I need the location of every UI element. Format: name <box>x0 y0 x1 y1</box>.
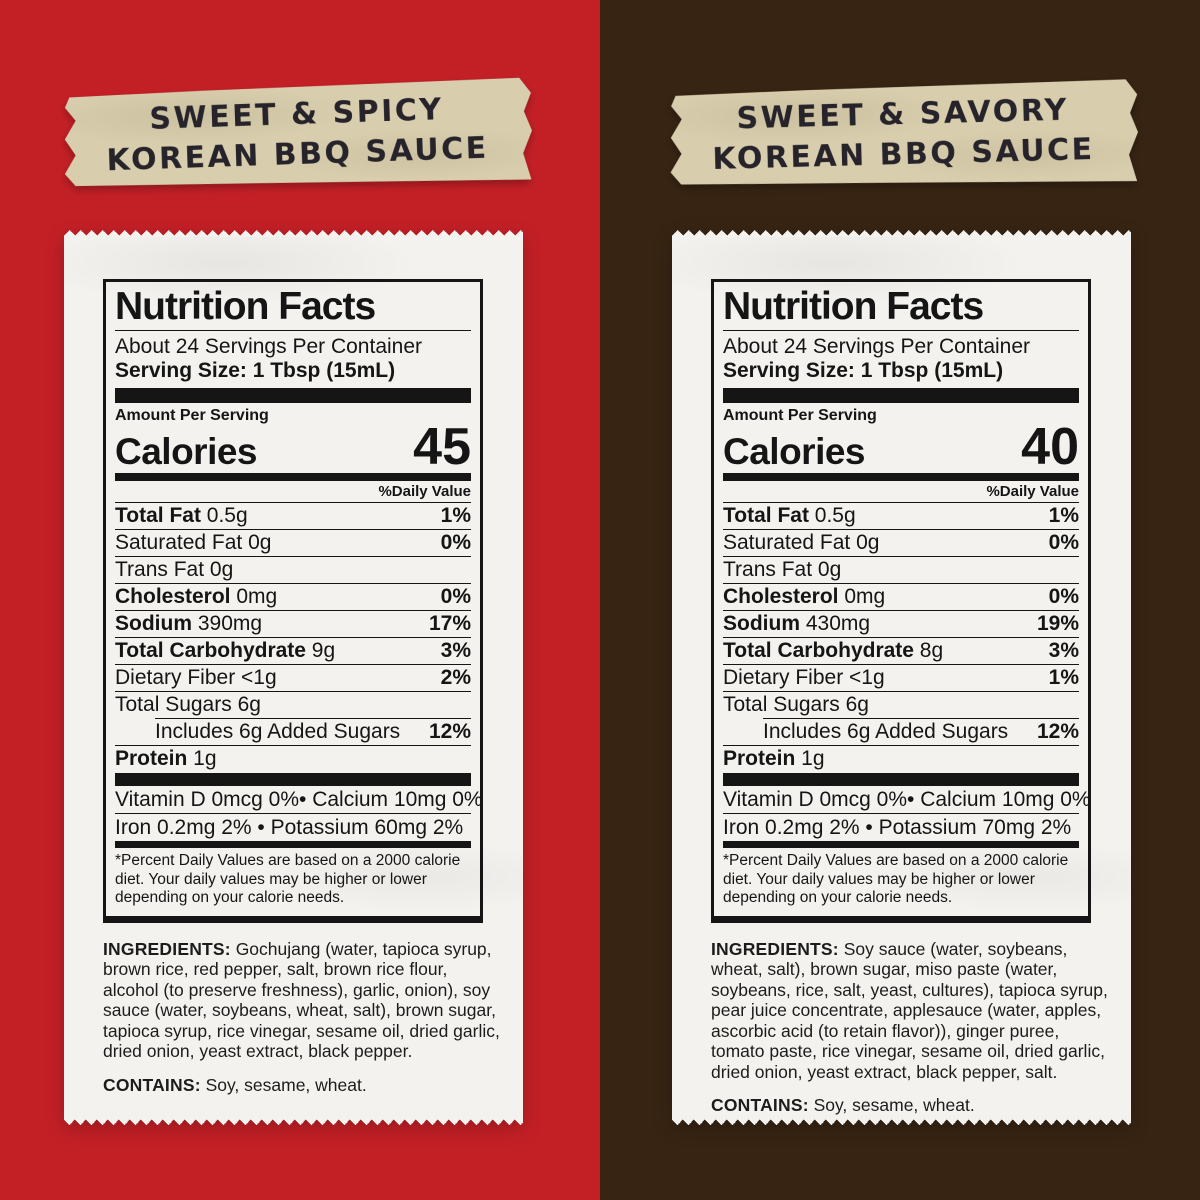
tape-label: SWEET & SAVORY KOREAN BBQ SAUCE <box>667 79 1139 191</box>
daily-value-footnote: *Percent Daily Values are based on a 200… <box>723 852 1069 907</box>
nutrient-row-saturated-fat: Saturated Fat 0g 0% <box>723 529 1079 555</box>
daily-value-header: %Daily Value <box>723 481 1079 504</box>
divider-bar <box>115 841 471 849</box>
torn-edge-bottom <box>64 1118 523 1125</box>
nutrition-label-paper: Nutrition Facts About 24 Servings Per Co… <box>64 230 523 1125</box>
servings-per-container: About 24 Servings Per Container <box>723 335 1031 359</box>
contains-paragraph: CONTAINS: Soy, sesame, wheat. <box>103 1074 367 1095</box>
vitamins-row-1: Vitamin D 0mcg 0%• Calcium 10mg 0% <box>723 787 1091 811</box>
nutrient-row-total-fat: Total Fat 0.5g 1% <box>115 504 471 528</box>
torn-edge-top <box>672 230 1131 237</box>
tape-title-line1: SWEET & SAVORY <box>735 92 1070 137</box>
daily-value-header: %Daily Value <box>115 481 471 504</box>
serving-size: Serving Size: 1 Tbsp (15mL) <box>723 359 1004 383</box>
nutrient-row-dietary-fiber: Dietary Fiber <1g 1% <box>723 664 1079 690</box>
divider-bar <box>115 773 471 787</box>
calories-label: Calories <box>723 430 866 472</box>
divider-bar <box>115 388 471 404</box>
nutrition-facts-title: Nutrition Facts <box>723 285 1079 332</box>
vitamins-row-2: Iron 0.2mg 2% • Potassium 70mg 2% <box>723 813 1079 841</box>
inset-divider <box>763 718 1079 720</box>
divider-bar <box>723 841 1079 849</box>
divider-bar <box>723 388 1079 404</box>
nutrient-row-cholesterol: Cholesterol 0mg 0% <box>115 583 471 609</box>
calories-row: Calories 45 <box>115 418 471 477</box>
calories-label: Calories <box>115 430 258 472</box>
daily-value-footnote: *Percent Daily Values are based on a 200… <box>115 852 461 907</box>
sweet-savory-tape-wrap: SWEET & SAVORY KOREAN BBQ SAUCE <box>667 79 1139 191</box>
divider-bar <box>723 473 1079 482</box>
ingredients-paragraph: INGREDIENTS: Soy sauce (water, soybeans,… <box>711 938 1108 1082</box>
nutrient-row-trans-fat: Trans Fat 0g <box>115 556 471 583</box>
divider-bar <box>115 473 471 482</box>
sweet-savory-half: SWEET & SAVORY KOREAN BBQ SAUCE Nutritio… <box>600 0 1200 1200</box>
nutrient-row-dietary-fiber: Dietary Fiber <1g 2% <box>115 664 471 690</box>
calories-row: Calories 40 <box>723 418 1079 477</box>
nutrition-facts-title: Nutrition Facts <box>115 285 471 332</box>
calories-value: 40 <box>1021 418 1079 477</box>
nutrient-row-carbohydrate: Total Carbohydrate 8g 3% <box>723 637 1079 663</box>
nutrient-row-added-sugars: Includes 6g Added Sugars 12% <box>763 720 1079 744</box>
sweet-spicy-tape-wrap: SWEET & SPICY KOREAN BBQ SAUCE <box>61 77 534 192</box>
vitamins-row-1: Vitamin D 0mcg 0%• Calcium 10mg 0% <box>115 787 483 811</box>
contains-heading: CONTAINS: <box>711 1095 809 1116</box>
nutrient-row-saturated-fat: Saturated Fat 0g 0% <box>115 529 471 555</box>
amount-per-serving: Amount Per Serving <box>723 407 877 425</box>
ingredients-heading: INGREDIENTS: <box>711 938 839 959</box>
nutrient-row-carbohydrate: Total Carbohydrate 9g 3% <box>115 637 471 663</box>
contains-paragraph: CONTAINS: Soy, sesame, wheat. <box>711 1095 975 1116</box>
nutrient-row-total-sugars: Total Sugars 6g <box>723 691 1079 718</box>
nutrition-facts-box: Nutrition Facts About 24 Servings Per Co… <box>711 279 1091 923</box>
sweet-spicy-half: SWEET & SPICY KOREAN BBQ SAUCE Nutrition… <box>0 0 600 1200</box>
nutrient-row-sodium: Sodium 430mg 19% <box>723 610 1079 636</box>
tape-label: SWEET & SPICY KOREAN BBQ SAUCE <box>61 77 534 192</box>
nutrition-facts-box: Nutrition Facts About 24 Servings Per Co… <box>103 279 483 923</box>
nutrient-row-added-sugars: Includes 6g Added Sugars 12% <box>155 720 471 744</box>
torn-edge-top <box>64 230 523 237</box>
divider-bar <box>723 773 1079 787</box>
nutrient-row-protein: Protein 1g <box>723 745 1079 772</box>
contains-heading: CONTAINS: <box>103 1074 201 1095</box>
serving-size: Serving Size: 1 Tbsp (15mL) <box>115 359 396 383</box>
ingredients-paragraph: INGREDIENTS: Gochujang (water, tapioca s… <box>103 938 500 1062</box>
nutrient-row-trans-fat: Trans Fat 0g <box>723 556 1079 583</box>
nutrition-label-paper: Nutrition Facts About 24 Servings Per Co… <box>672 230 1131 1125</box>
amount-per-serving: Amount Per Serving <box>115 407 269 425</box>
nutrient-row-sodium: Sodium 390mg 17% <box>115 610 471 636</box>
servings-per-container: About 24 Servings Per Container <box>115 335 423 359</box>
nutrient-row-protein: Protein 1g <box>115 745 471 772</box>
nutrient-row-total-sugars: Total Sugars 6g <box>115 691 471 718</box>
vitamins-row-2: Iron 0.2mg 2% • Potassium 60mg 2% <box>115 813 471 841</box>
nutrient-row-total-fat: Total Fat 0.5g 1% <box>723 504 1079 528</box>
calories-value: 45 <box>413 418 471 477</box>
ingredients-heading: INGREDIENTS: <box>103 938 231 959</box>
inset-divider <box>155 718 471 720</box>
torn-edge-bottom <box>672 1118 1131 1125</box>
nutrient-row-cholesterol: Cholesterol 0mg 0% <box>723 583 1079 609</box>
